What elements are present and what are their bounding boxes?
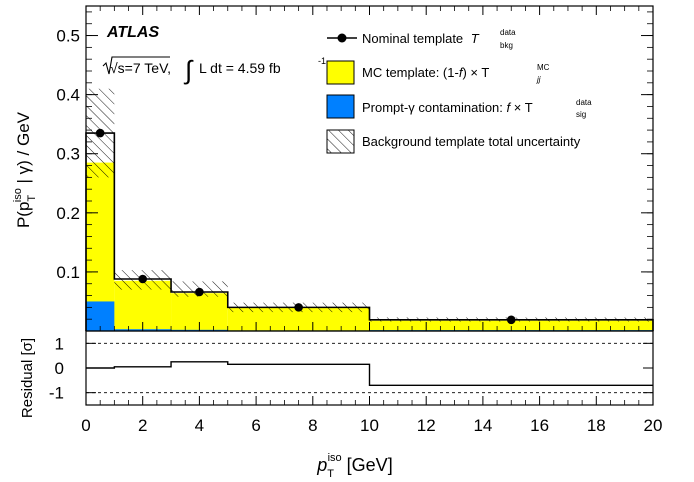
main-ylabel-sup: iso — [12, 188, 24, 202]
residual-line — [86, 343, 653, 392]
x-tick-label: 20 — [644, 416, 663, 435]
x-tick-label: 16 — [530, 416, 549, 435]
nominal-point — [96, 129, 105, 138]
y-tick-label: 0.4 — [56, 86, 80, 105]
x-tick-label: 0 — [81, 416, 90, 435]
legend-nominal-text: Nominal template — [362, 31, 463, 46]
legend-nominal-sub: bkg — [500, 41, 513, 50]
legend-prompt-swatch — [327, 95, 354, 118]
legend-nominal-symbol: T — [471, 31, 480, 46]
residual-ylabel-text: Residual [ — [19, 351, 36, 419]
residual-panel — [86, 331, 653, 405]
legend-nominal-label: Nominal template T — [362, 31, 480, 46]
x-tick-label: 2 — [138, 416, 147, 435]
luminosity-label: L dt = 4.59 fb — [199, 60, 281, 76]
legend-mc-sup: MC — [537, 63, 550, 72]
main-panel — [86, 6, 653, 331]
legend-mc-swatch — [327, 61, 354, 84]
luminosity-superscript: -1 — [318, 56, 326, 66]
res-y-tick-label: -1 — [49, 384, 64, 403]
main-ylabel-prefix: P(p — [14, 202, 33, 228]
x-tick-label: 14 — [473, 416, 492, 435]
residual-ylabel: Residual [σ] — [19, 338, 36, 418]
integral-sign: ∫ — [183, 55, 194, 85]
x-tick-label: 12 — [417, 416, 436, 435]
x-axis-title: pTiso [GeV] — [316, 452, 392, 480]
legend-uncertainty-label: Background template total uncertainty — [362, 134, 581, 149]
residual-ylabel-close: ] — [19, 338, 36, 342]
legend-mc-label: MC template: (1-f) × T — [362, 65, 489, 80]
x-axis-title-unit: [GeV] — [342, 455, 393, 475]
legend-prompt-sup: data — [576, 98, 592, 107]
x-axis-title-sub: T — [327, 468, 334, 480]
y-tick-label: 0.1 — [56, 263, 80, 282]
res-y-tick-label: 1 — [55, 334, 64, 353]
y-tick-label: 0.3 — [56, 145, 80, 164]
residual-step-line — [86, 362, 653, 385]
x-tick-label: 6 — [251, 416, 260, 435]
x-tick-label: 18 — [587, 416, 606, 435]
x-tick-label: 4 — [195, 416, 204, 435]
energy-label: √s=7 TeV, — [110, 60, 171, 76]
main-ylabel: P(pTiso | γ) / GeV — [12, 111, 38, 228]
x-axis-title-sup: iso — [328, 452, 342, 464]
y-tick-label: 0.2 — [56, 204, 80, 223]
y-tick-label: 0.5 — [56, 27, 80, 46]
legend-uncertainty-swatch — [327, 130, 354, 153]
legend-prompt-middle: × T — [510, 100, 533, 115]
x-tick-label: 8 — [308, 416, 317, 435]
nominal-point — [138, 275, 147, 284]
nominal-point — [195, 288, 204, 297]
x-axis-title-main: p — [316, 455, 327, 475]
legend-prompt-prefix: Prompt-γ contamination: — [362, 100, 507, 115]
legend-prompt-label: Prompt-γ contamination: f × T — [362, 100, 533, 115]
x-tick-label: 10 — [360, 416, 379, 435]
nominal-point — [294, 303, 303, 312]
legend-mc-prefix: MC template: (1- — [362, 65, 459, 80]
legend-mc-middle: ) × T — [462, 65, 489, 80]
legend-prompt-sub: sig — [576, 110, 586, 119]
legend-nominal-marker — [338, 34, 347, 43]
main-ylabel-suffix: | γ) / GeV — [14, 111, 33, 188]
legend-mc-sub: jj — [536, 75, 541, 84]
res-y-tick-label: 0 — [55, 359, 64, 378]
atlas-label: ATLAS — [106, 24, 159, 41]
legend: Nominal template T data bkg MC template:… — [327, 28, 592, 153]
nominal-point — [507, 315, 516, 324]
legend-nominal-sup: data — [500, 28, 516, 37]
main-ylabel-sub: T — [26, 195, 38, 202]
